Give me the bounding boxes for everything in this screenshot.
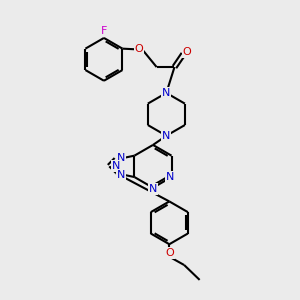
Text: N: N	[162, 131, 170, 141]
Text: N: N	[117, 153, 126, 163]
Text: O: O	[183, 46, 191, 57]
Text: N: N	[117, 170, 126, 180]
Text: O: O	[165, 248, 174, 258]
Text: F: F	[101, 26, 107, 35]
Text: N: N	[149, 184, 157, 194]
Text: O: O	[134, 44, 143, 54]
Text: N: N	[162, 88, 170, 98]
Text: N: N	[166, 172, 174, 182]
Text: N: N	[112, 161, 120, 171]
